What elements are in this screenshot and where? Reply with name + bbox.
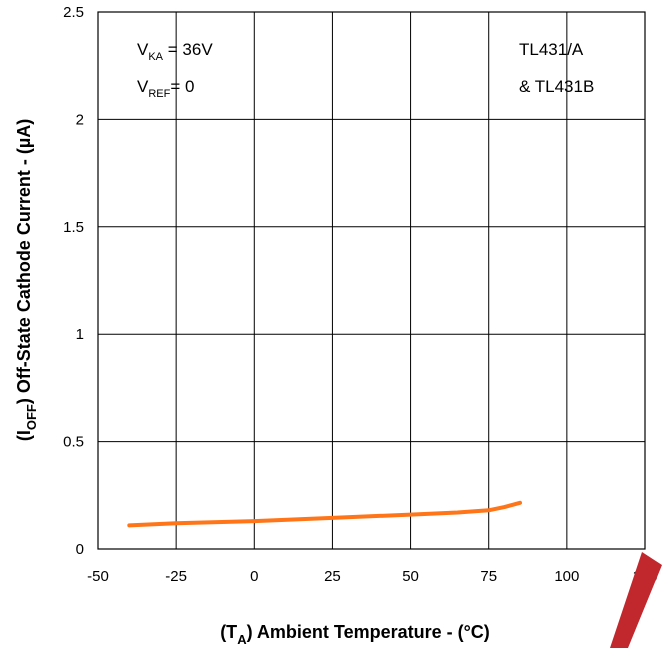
y-tick-label: 1.5 — [63, 219, 84, 236]
x-tick-label: 0 — [250, 568, 258, 585]
y-tick-label: 0 — [76, 541, 84, 558]
y-tick-label: 0.5 — [63, 434, 84, 451]
x-tick-label: -50 — [87, 568, 109, 585]
y-axis-title: (IOFF) Off-State Cathode Current - (µA) — [14, 119, 39, 441]
x-axis-title: (TA) Ambient Temperature - (°C) — [220, 622, 490, 647]
x-tick-label: 100 — [554, 568, 579, 585]
watermark-stroke — [610, 552, 662, 648]
annotation-vka: VKA = 36V — [137, 40, 213, 63]
x-tick-label: -25 — [165, 568, 187, 585]
y-tick-label: 2.5 — [63, 4, 84, 21]
annotation-device-line2: & TL431B — [519, 77, 594, 96]
annotation-device-line1: TL431/A — [519, 40, 584, 59]
y-tick-label: 2 — [76, 111, 84, 128]
plot-frame — [97, 11, 646, 550]
y-tick-label: 1 — [76, 326, 84, 343]
y-tick-labels: 0 0.5 1 1.5 2 2.5 — [63, 4, 84, 558]
x-tick-label: 25 — [324, 568, 341, 585]
x-tick-labels: -50-250255075100125 — [87, 568, 657, 585]
x-tick-label: 50 — [402, 568, 419, 585]
annotation-vref: VREF= 0 — [137, 77, 194, 100]
series-line — [127, 500, 522, 528]
x-tick-label: 75 — [480, 568, 497, 585]
